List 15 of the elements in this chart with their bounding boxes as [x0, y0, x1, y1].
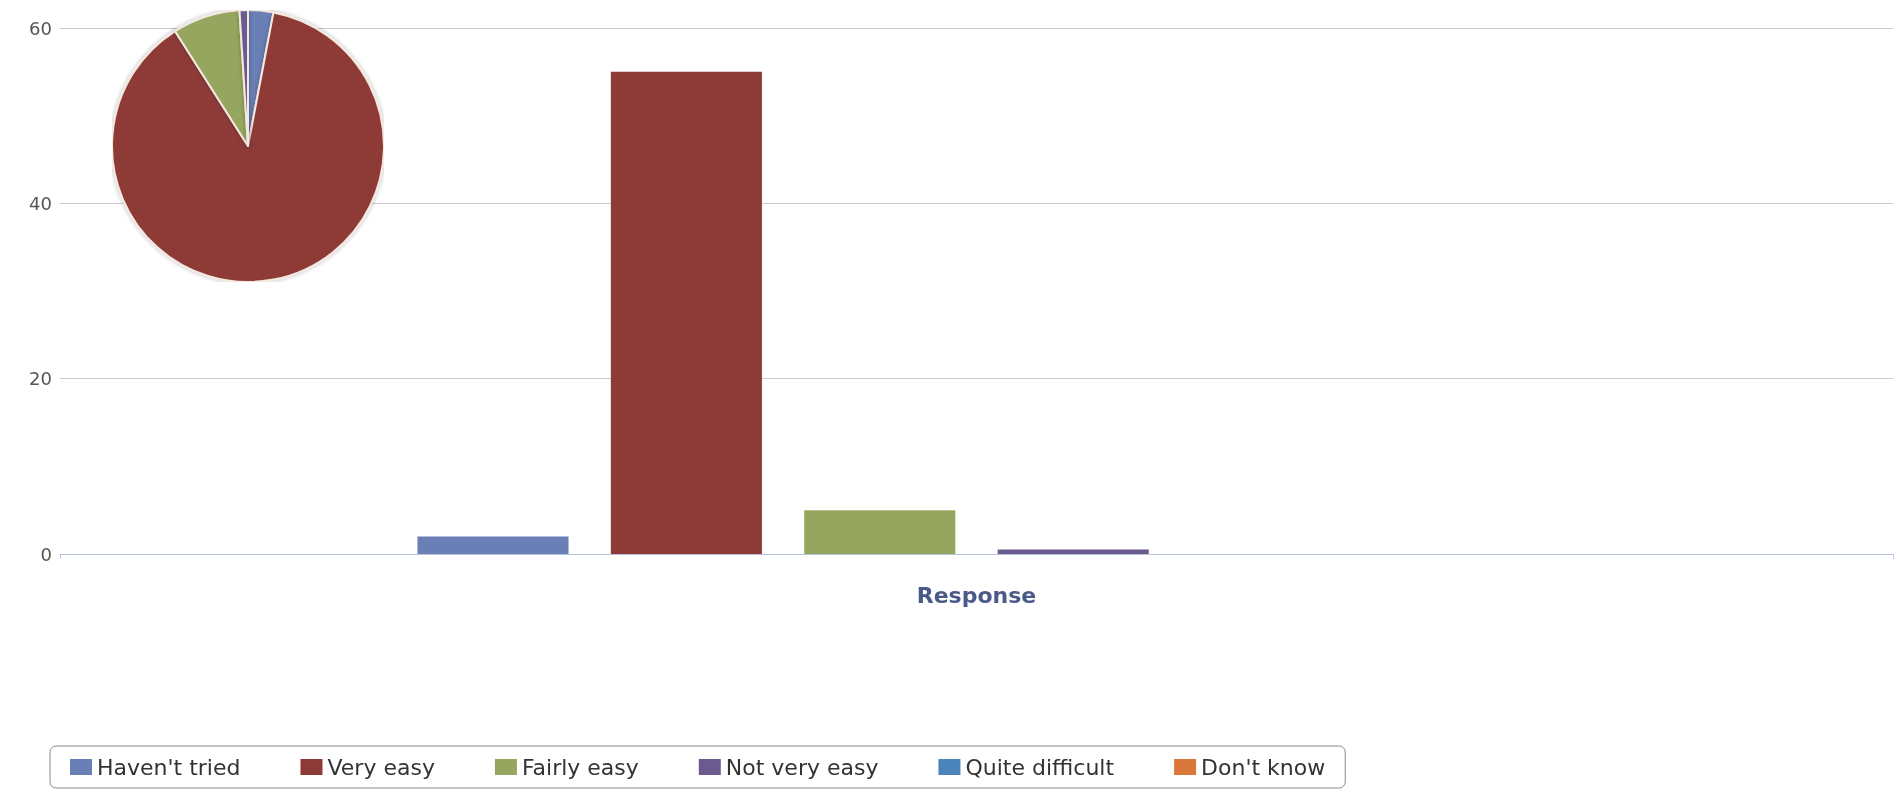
y-tick-label: 60: [29, 17, 52, 39]
bar: [804, 510, 956, 554]
legend-label: Very easy: [327, 754, 435, 780]
legend-label: Don't know: [1201, 754, 1326, 780]
legend-label: Quite difficult: [965, 754, 1115, 780]
y-tick-label: 40: [29, 192, 52, 214]
y-tick-label: 0: [40, 543, 52, 565]
bar: [417, 536, 569, 554]
x-axis-title: Response: [916, 582, 1037, 608]
legend-label: Not very easy: [725, 754, 879, 780]
y-tick-label: 20: [29, 368, 52, 390]
bar: [997, 549, 1149, 554]
bar: [610, 71, 762, 554]
legend-label: Haven't tried: [97, 754, 241, 780]
legend-label: Fairly easy: [521, 754, 639, 780]
